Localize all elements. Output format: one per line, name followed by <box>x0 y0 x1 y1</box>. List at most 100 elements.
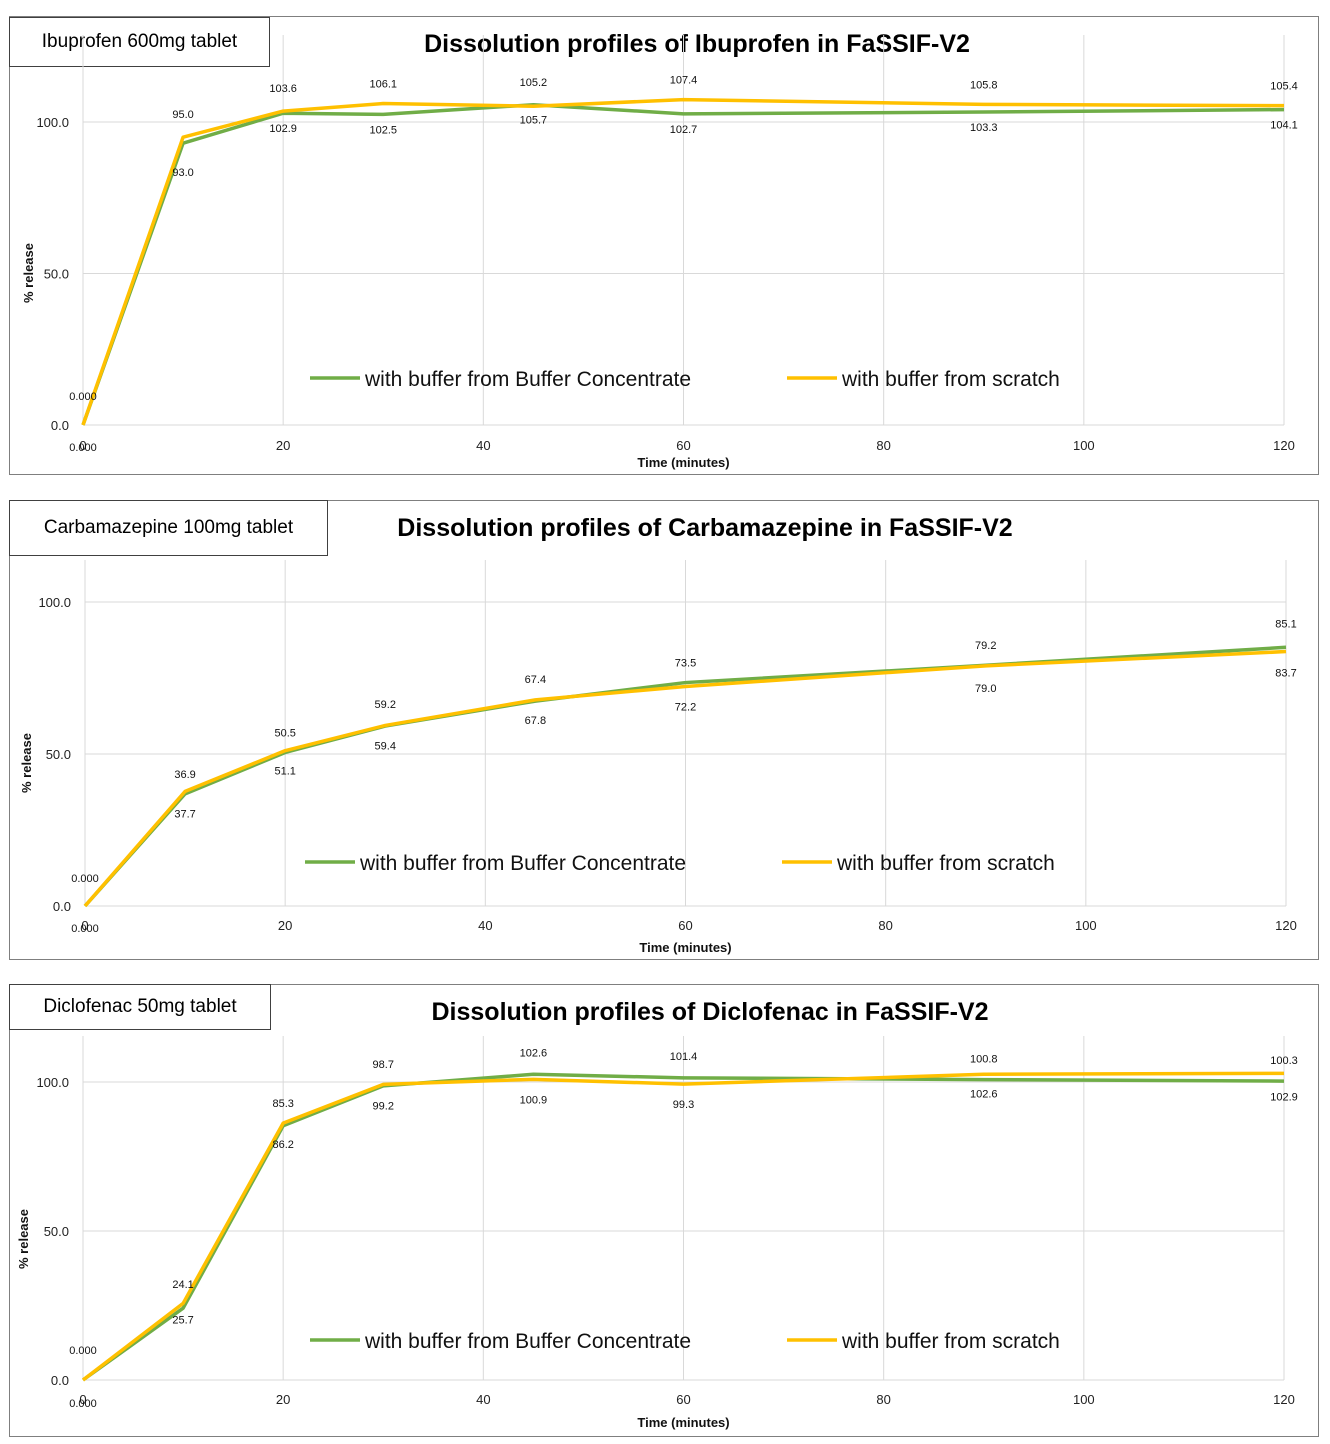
data-label: 79.0 <box>975 683 996 695</box>
series-line-from-scratch <box>81 97 1285 426</box>
legend-label: with buffer from scratch <box>841 1330 1060 1353</box>
data-label: 0.000 <box>69 391 97 403</box>
data-label: 99.3 <box>673 1099 694 1111</box>
chart-title: Dissolution profiles of Carbamazepine in… <box>397 514 1013 542</box>
data-label: 103.6 <box>269 83 297 95</box>
data-label: 100.8 <box>970 1054 998 1066</box>
data-label: 100.9 <box>520 1094 548 1106</box>
data-label: 105.7 <box>520 115 548 127</box>
data-label: 102.6 <box>520 1047 548 1059</box>
data-label: 100.3 <box>1270 1055 1298 1067</box>
data-label: 102.6 <box>970 1088 998 1100</box>
x-tick-label: 40 <box>476 438 490 453</box>
y-tick-label: 50.0 <box>46 747 71 762</box>
y-tick-label: 50.0 <box>44 267 69 282</box>
chart-panel-diclofenac <box>9 984 1319 1437</box>
data-label: 0.000 <box>69 442 97 454</box>
x-axis-title: Time (minutes) <box>637 1415 729 1430</box>
data-label: 36.9 <box>174 769 195 781</box>
x-tick-label: 0 <box>81 918 88 933</box>
data-label: 79.2 <box>975 640 996 652</box>
x-tick-label: 120 <box>1273 1392 1295 1407</box>
series-line-buffer-concentrate <box>81 102 1285 426</box>
y-tick-label: 0.0 <box>51 1373 69 1388</box>
chart-title: Dissolution profiles of Ibuprofen in FaS… <box>424 30 970 58</box>
x-tick-label: 20 <box>276 438 290 453</box>
x-tick-label: 0 <box>79 1392 86 1407</box>
data-label: 73.5 <box>675 658 696 670</box>
data-label: 67.8 <box>525 715 546 727</box>
data-label: 25.7 <box>172 1314 193 1326</box>
data-label: 0.000 <box>69 1398 97 1410</box>
data-label: 93.0 <box>172 167 193 179</box>
data-label: 102.5 <box>369 124 397 136</box>
chart-title: Dissolution profiles of Diclofenac in Fa… <box>431 998 989 1026</box>
y-axis-title: % release <box>21 243 36 303</box>
y-tick-label: 0.0 <box>51 418 69 433</box>
y-tick-label: 50.0 <box>44 1224 69 1239</box>
series-line-from-scratch <box>83 649 1287 908</box>
legend-label: with buffer from scratch <box>841 368 1060 391</box>
x-tick-label: 100 <box>1075 918 1097 933</box>
x-tick-label: 100 <box>1073 438 1095 453</box>
data-label: 102.7 <box>670 124 698 136</box>
x-tick-label: 100 <box>1073 1392 1095 1407</box>
data-label: 0.000 <box>71 923 99 935</box>
data-label: 107.4 <box>670 75 698 87</box>
legend-label: with buffer from Buffer Concentrate <box>364 1330 691 1353</box>
data-label: 37.7 <box>174 808 195 820</box>
data-label: 104.1 <box>1270 120 1298 132</box>
data-label: 105.4 <box>1270 81 1298 93</box>
y-tick-label: 0.0 <box>53 899 71 914</box>
data-label: 83.7 <box>1275 668 1296 680</box>
x-tick-label: 0 <box>79 438 86 453</box>
data-label: 102.9 <box>269 123 297 135</box>
x-tick-label: 80 <box>876 438 890 453</box>
chart-tag: Diclofenac 50mg tablet <box>9 984 271 1030</box>
chart-tag: Ibuprofen 600mg tablet <box>9 17 270 67</box>
chart-panel-carbamazepine <box>9 500 1319 960</box>
x-axis-title: Time (minutes) <box>639 940 731 955</box>
data-label: 24.1 <box>172 1279 193 1291</box>
x-tick-label: 40 <box>478 918 492 933</box>
x-tick-label: 80 <box>878 918 892 933</box>
data-label: 86.2 <box>272 1139 293 1151</box>
x-tick-label: 60 <box>676 438 690 453</box>
chart-tag: Carbamazepine 100mg tablet <box>9 500 328 556</box>
y-tick-label: 100.0 <box>36 115 69 130</box>
data-label: 51.1 <box>274 766 295 778</box>
y-axis-title: % release <box>16 1209 31 1269</box>
x-tick-label: 20 <box>276 1392 290 1407</box>
data-label: 59.4 <box>375 740 396 752</box>
x-tick-label: 40 <box>476 1392 490 1407</box>
series-line-from-scratch <box>81 1071 1285 1382</box>
x-tick-label: 120 <box>1273 438 1295 453</box>
data-label: 106.1 <box>369 79 397 91</box>
legend-label: with buffer from scratch <box>836 852 1055 875</box>
chart-panel-ibuprofen <box>9 16 1319 475</box>
data-label: 101.4 <box>670 1051 698 1063</box>
x-tick-label: 80 <box>876 1392 890 1407</box>
data-label: 103.3 <box>970 122 998 134</box>
y-axis-title: % release <box>19 733 34 793</box>
data-label: 85.1 <box>1275 618 1296 630</box>
legend-label: with buffer from Buffer Concentrate <box>364 368 691 391</box>
data-label: 99.2 <box>373 1100 394 1112</box>
series-line-buffer-concentrate <box>81 1072 1285 1382</box>
data-label: 102.9 <box>1270 1091 1298 1103</box>
data-label: 0.000 <box>71 873 99 885</box>
x-tick-label: 20 <box>278 918 292 933</box>
data-label: 67.4 <box>525 674 546 686</box>
data-label: 98.7 <box>373 1059 394 1071</box>
data-label: 105.8 <box>970 79 998 91</box>
y-tick-label: 100.0 <box>38 595 71 610</box>
legend-label: with buffer from Buffer Concentrate <box>359 852 686 875</box>
data-label: 85.3 <box>272 1098 293 1110</box>
data-label: 72.2 <box>675 702 696 714</box>
data-label: 95.0 <box>172 109 193 121</box>
x-tick-label: 60 <box>676 1392 690 1407</box>
data-label: 59.2 <box>375 699 396 711</box>
x-axis-title: Time (minutes) <box>637 455 729 470</box>
